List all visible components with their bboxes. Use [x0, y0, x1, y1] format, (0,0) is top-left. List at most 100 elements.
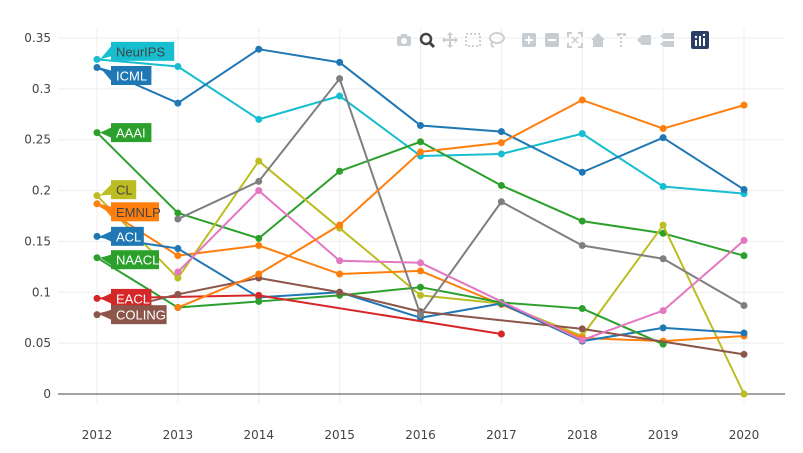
data-point[interactable]	[93, 254, 101, 262]
data-point[interactable]	[740, 302, 748, 310]
data-point[interactable]	[255, 177, 263, 185]
data-point[interactable]	[578, 336, 586, 344]
data-point[interactable]	[659, 324, 667, 332]
data-point[interactable]	[255, 291, 263, 299]
data-point[interactable]	[93, 200, 101, 208]
camera-icon[interactable]	[395, 31, 413, 53]
data-point[interactable]	[336, 257, 344, 265]
data-point[interactable]	[740, 390, 748, 398]
box-select-icon[interactable]	[464, 31, 482, 53]
data-point[interactable]	[578, 217, 586, 225]
gridlines	[58, 28, 785, 404]
data-point[interactable]	[497, 198, 505, 206]
data-point[interactable]	[497, 330, 505, 338]
annotation-aaai: AAAI	[100, 123, 152, 143]
data-point[interactable]	[255, 157, 263, 165]
data-point[interactable]	[659, 221, 667, 229]
data-point[interactable]	[497, 128, 505, 136]
spike-lines-icon[interactable]	[612, 31, 630, 53]
data-point[interactable]	[174, 215, 182, 223]
data-point[interactable]	[336, 167, 344, 175]
data-point[interactable]	[174, 290, 182, 298]
data-point[interactable]	[659, 229, 667, 237]
data-point[interactable]	[255, 234, 263, 242]
data-point[interactable]	[93, 311, 101, 319]
data-point[interactable]	[417, 267, 424, 275]
hover-closest-icon[interactable]	[635, 31, 653, 53]
data-point[interactable]	[740, 186, 748, 194]
data-point[interactable]	[417, 121, 424, 129]
data-point[interactable]	[255, 115, 263, 123]
data-point[interactable]	[417, 138, 424, 146]
data-point[interactable]	[417, 291, 424, 299]
reset-axes-icon[interactable]	[589, 31, 607, 53]
data-point[interactable]	[93, 55, 101, 63]
axes: 0 0.05 0.1 0.15 0.2 0.25 0.3 0.35 2012 2013 2014 20…	[24, 31, 785, 442]
data-point[interactable]	[93, 129, 101, 137]
series-unlabeled-10	[174, 187, 748, 344]
data-point[interactable]	[174, 62, 182, 70]
zoom-icon[interactable]	[418, 31, 436, 53]
data-point[interactable]	[336, 221, 344, 229]
zoom-in-icon[interactable]	[520, 31, 538, 53]
annotation-box	[111, 41, 175, 61]
data-point[interactable]	[578, 130, 586, 138]
plotly-logo-icon[interactable]	[691, 31, 709, 53]
data-point[interactable]	[659, 307, 667, 315]
data-point[interactable]	[659, 134, 667, 142]
data-point[interactable]	[659, 125, 667, 133]
data-point[interactable]	[578, 305, 586, 313]
data-point[interactable]	[93, 63, 101, 71]
data-point[interactable]	[578, 96, 586, 104]
data-point[interactable]	[174, 274, 182, 282]
pan-icon[interactable]	[441, 31, 459, 53]
data-point[interactable]	[255, 297, 263, 305]
data-point[interactable]	[336, 92, 344, 100]
data-point[interactable]	[740, 101, 748, 109]
data-point[interactable]	[497, 181, 505, 189]
data-point[interactable]	[255, 270, 263, 278]
data-point[interactable]	[336, 58, 344, 66]
x-tick-label: 2015	[324, 428, 355, 442]
data-point[interactable]	[93, 294, 101, 302]
data-point[interactable]	[417, 148, 424, 156]
x-tick-label: 2018	[567, 428, 598, 442]
data-point[interactable]	[740, 252, 748, 260]
lasso-select-icon[interactable]	[487, 31, 505, 53]
data-point[interactable]	[659, 183, 667, 191]
data-point[interactable]	[174, 99, 182, 107]
data-point[interactable]	[93, 192, 101, 200]
data-point[interactable]	[578, 168, 586, 176]
data-point[interactable]	[255, 241, 263, 249]
data-point[interactable]	[740, 350, 748, 358]
data-point[interactable]	[740, 236, 748, 244]
zoom-out-icon[interactable]	[543, 31, 561, 53]
data-point[interactable]	[578, 241, 586, 249]
data-point[interactable]	[417, 311, 424, 319]
data-point[interactable]	[174, 245, 182, 253]
data-point[interactable]	[659, 255, 667, 263]
data-point[interactable]	[336, 270, 344, 278]
data-point[interactable]	[336, 288, 344, 296]
data-point[interactable]	[497, 139, 505, 147]
data-point[interactable]	[174, 252, 182, 260]
data-point[interactable]	[174, 304, 182, 312]
y-tick-label: 0.35	[24, 31, 51, 45]
data-point[interactable]	[93, 232, 101, 240]
data-point[interactable]	[336, 75, 344, 83]
hover-compare-icon[interactable]	[658, 31, 676, 53]
data-point[interactable]	[417, 283, 424, 291]
data-point[interactable]	[174, 268, 182, 276]
data-point[interactable]	[255, 45, 263, 53]
x-tick-label: 2014	[243, 428, 274, 442]
data-point[interactable]	[174, 209, 182, 217]
data-point[interactable]	[578, 325, 586, 333]
y-tick-label: 0.05	[24, 336, 51, 350]
autoscale-icon[interactable]	[566, 31, 584, 53]
data-point[interactable]	[740, 329, 748, 337]
annotation-label: ACL	[116, 229, 141, 244]
data-point[interactable]	[255, 187, 263, 195]
data-point[interactable]	[417, 259, 424, 267]
data-point[interactable]	[497, 150, 505, 158]
